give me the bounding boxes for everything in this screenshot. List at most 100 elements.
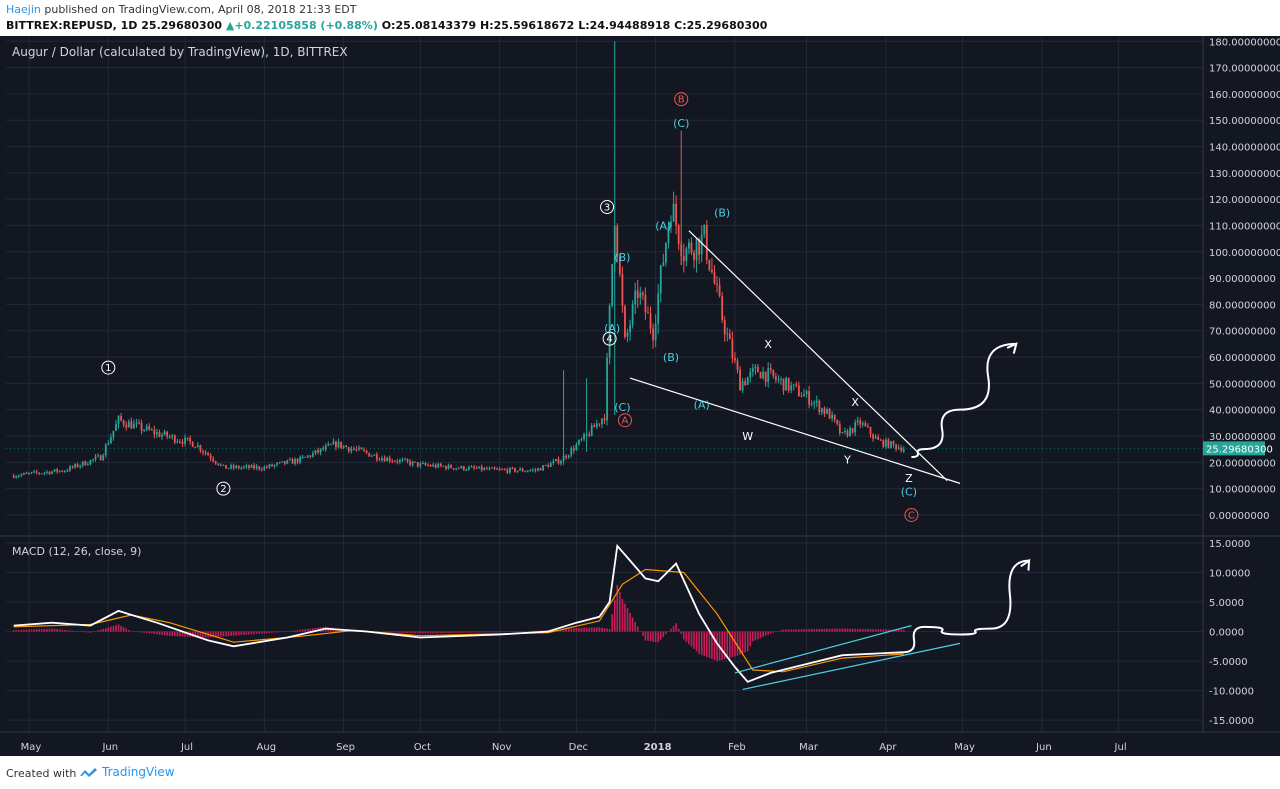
macd-histogram-bar (452, 631, 455, 633)
macd-histogram-bar (700, 631, 703, 655)
candle-body (455, 468, 458, 470)
candle-body (890, 441, 892, 448)
macd-histogram-bar (353, 631, 355, 633)
wave-label: Y (843, 454, 851, 467)
candle-body (176, 441, 179, 443)
macd-histogram-bar (388, 631, 391, 633)
candle-body (230, 465, 232, 469)
macd-histogram-bar (534, 630, 537, 632)
candle-body (171, 435, 174, 437)
macd-histogram-bar (166, 631, 168, 636)
macd-histogram-bar (401, 631, 404, 633)
candle-body (434, 464, 437, 468)
candle-body (800, 396, 803, 398)
candle-body (240, 467, 243, 469)
macd-histogram-bar (790, 629, 793, 632)
candle-body (398, 459, 401, 463)
macd-histogram-bar (721, 631, 723, 660)
macd-histogram-bar (603, 628, 606, 632)
candle-body (422, 463, 424, 465)
candle-body (94, 456, 97, 460)
candle-body (347, 447, 350, 452)
close-value: C:25.29680300 (674, 19, 768, 32)
candle-body (355, 449, 358, 451)
macd-histogram-bar (230, 631, 232, 636)
price-tick-label: 30.00000000 (1209, 432, 1276, 443)
macd-histogram-bar (94, 631, 97, 632)
wave-label: (C) (614, 401, 630, 414)
macd-histogram-bar (872, 629, 874, 632)
candle-body (468, 467, 470, 470)
macd-histogram-bar (171, 631, 174, 637)
candle-body (445, 466, 447, 469)
candle-body (838, 423, 841, 434)
candle-body (677, 225, 680, 245)
chart-area[interactable]: 1234(A)(B)(C)A(A)(B)B(C)(B)(A)XWXYZ(C)C … (0, 36, 1280, 756)
candle-body (583, 434, 585, 440)
candle-body (736, 360, 739, 370)
candle-body (662, 262, 665, 266)
candle-body (511, 467, 514, 469)
macd-title: MACD (12, 26, close, 9) (12, 545, 141, 558)
candle-body (826, 409, 828, 414)
macd-histogram-bar (493, 631, 496, 633)
macd-histogram-bar (792, 629, 795, 632)
candle-body (332, 441, 335, 445)
macd-histogram-bar (529, 631, 532, 632)
candle-body (299, 456, 302, 463)
candle-body (281, 461, 284, 463)
macd-histogram-bar (222, 631, 225, 637)
macd-histogram-bar (66, 630, 69, 632)
macd-histogram-bar (181, 631, 184, 637)
candle-body (539, 468, 542, 471)
candle-body (524, 471, 527, 473)
candle-body (263, 466, 266, 470)
candle-body (30, 472, 33, 474)
macd-histogram-bar (125, 628, 128, 632)
candle-body (795, 384, 798, 386)
change-value: +0.22105858 (+0.88%) (234, 19, 378, 32)
macd-histogram-bar (741, 631, 744, 654)
candle-body (598, 423, 601, 425)
macd-histogram-bar (61, 629, 64, 632)
candle-body (526, 470, 529, 472)
macd-histogram-bar (573, 628, 575, 632)
author-link[interactable]: Haejin (6, 3, 41, 16)
macd-tick-label: 0.0000 (1209, 628, 1244, 639)
macd-histogram-bar (897, 629, 900, 632)
candle-body (186, 437, 189, 439)
macd-histogram-bar (859, 628, 862, 632)
candle-body (17, 475, 20, 477)
macd-histogram-bar (688, 631, 690, 645)
time-tick-label: May (21, 742, 42, 753)
candle-body (480, 466, 483, 471)
macd-histogram-bar (143, 631, 145, 633)
macd-histogram-bar (813, 629, 816, 632)
candle-body (744, 381, 747, 385)
open-value: O:25.08143379 (381, 19, 477, 32)
candle-body (711, 269, 713, 273)
time-tick-label: Oct (414, 742, 431, 753)
macd-histogram-bar (805, 629, 808, 632)
candle-body (659, 265, 662, 294)
macd-histogram-bar (608, 628, 611, 632)
macd-histogram-bar (243, 631, 245, 635)
candle-body (695, 238, 698, 261)
candle-body (378, 459, 381, 461)
macd-histogram-bar (237, 631, 240, 636)
candle-body (345, 445, 348, 448)
candle-body (150, 429, 153, 431)
candle-body (887, 439, 890, 448)
candle-body (127, 421, 130, 428)
macd-histogram-bar (810, 629, 813, 632)
candle-body (631, 304, 634, 325)
tradingview-link[interactable]: TradingView (78, 765, 175, 779)
time-tick-label: Mar (799, 742, 819, 753)
candle-body (125, 424, 128, 428)
candle-body (245, 465, 248, 467)
candle-body (652, 328, 654, 341)
macd-histogram-bar (281, 631, 284, 633)
macd-histogram-bar (713, 631, 716, 661)
candle-body (703, 225, 706, 235)
wave-label: (B) (663, 351, 679, 364)
